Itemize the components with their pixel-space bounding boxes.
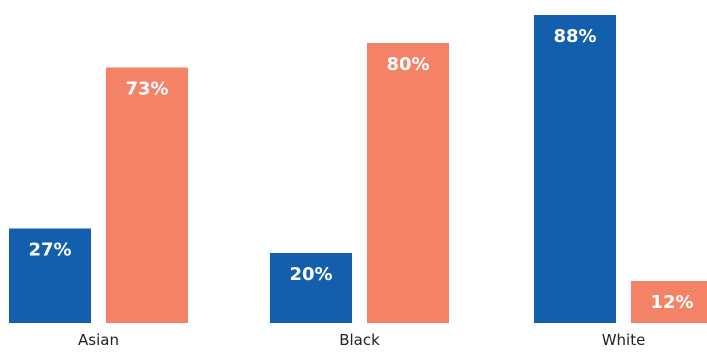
value-label-white-series-2: 12% [650,292,693,313]
category-label-asian: Asian [78,331,119,349]
category-label-white: White [602,331,646,349]
category-labels-group: Asian Black White [78,331,645,349]
bar-black-series-1 [270,253,352,323]
bars-group [9,15,707,323]
value-label-asian-series-2: 73% [125,79,168,100]
value-label-black-series-1: 20% [289,264,332,285]
value-label-white-series-1: 88% [553,26,596,47]
value-labels-group: 27% 73% 20% 80% 88% 12% [28,26,693,313]
bar-asian-series-2 [106,67,188,323]
bar-asian-series-1 [9,228,91,323]
bar-black-series-2 [367,43,449,323]
bar-white-series-1 [534,15,616,323]
value-label-black-series-2: 80% [386,54,429,75]
bar-white-series-2 [631,281,707,323]
category-label-black: Black [339,331,380,349]
value-label-asian-series-1: 27% [28,240,71,261]
